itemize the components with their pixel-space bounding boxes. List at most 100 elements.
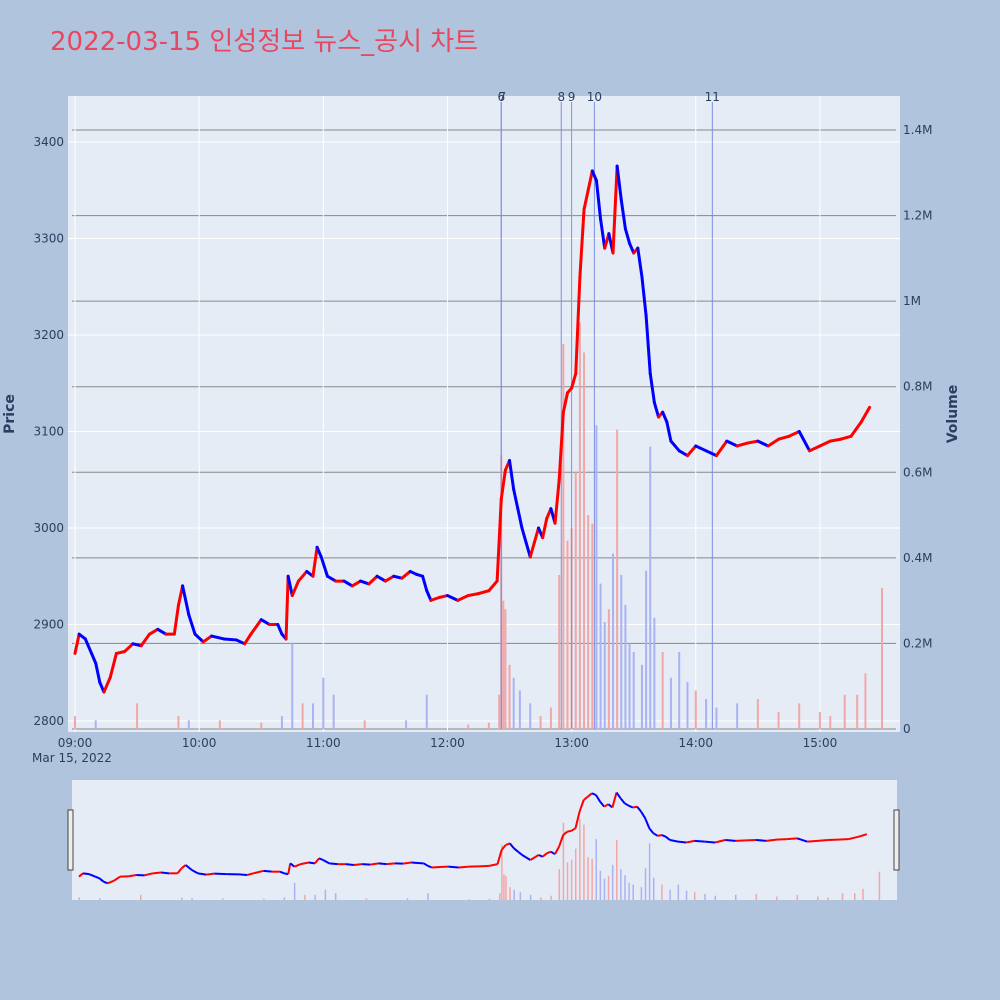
time-tick-label: 10:00 (182, 736, 217, 750)
slider-price-segment (78, 872, 84, 878)
volume-bar (74, 716, 76, 729)
slider-volume-bar (640, 887, 643, 900)
price-segment (102, 676, 112, 694)
slider-price-segment (427, 864, 433, 869)
slider-price-segment (378, 862, 387, 866)
time-tick-label: 14:00 (678, 736, 713, 750)
volume-bar (595, 425, 598, 729)
volume-bar (583, 352, 586, 729)
volume-bar (363, 720, 366, 729)
price-segment (210, 634, 226, 641)
slider-price-segment (489, 863, 498, 867)
slider-price-segment (661, 834, 667, 838)
time-tick-label: 09:00 (58, 736, 93, 750)
price-segment (512, 487, 520, 511)
range-slider-left-handle[interactable] (67, 809, 74, 871)
slider-price-segment (386, 862, 396, 866)
slider-volume-bar (78, 897, 80, 900)
slider-price-segment (644, 817, 651, 829)
slider-price-segment (197, 872, 207, 876)
price-segment (839, 434, 853, 441)
slider-price-segment (615, 791, 622, 799)
price-segment (849, 420, 863, 438)
slider-volume-bar (468, 899, 470, 900)
volume-tick-label: 0 (903, 722, 911, 736)
slider-volume-bar (591, 858, 593, 900)
slider-volume-bar (632, 884, 634, 900)
slider-price-segment (714, 839, 726, 844)
slider-volume-bar (579, 818, 581, 900)
slider-price-segment (191, 869, 199, 875)
slider-price-segment (776, 838, 787, 841)
slider-price-segment (525, 856, 531, 861)
range-slider-volume (78, 818, 881, 900)
price-segment (94, 661, 102, 684)
slider-volume-bar (620, 869, 622, 900)
slider-volume-bar (314, 894, 316, 900)
price-segment (456, 594, 470, 602)
price-segment (594, 179, 603, 221)
slider-volume-bar (98, 898, 101, 900)
price-segment (367, 574, 379, 586)
time-tick-label: 12:00 (430, 736, 465, 750)
volume-bar (829, 716, 832, 729)
price-segment (818, 439, 832, 448)
range-slider-price (78, 791, 868, 885)
slider-volume-bar (677, 884, 680, 900)
price-segment (725, 439, 739, 448)
slider-price-segment (509, 842, 515, 849)
slider-price-segment (546, 850, 552, 855)
price-segment (259, 618, 272, 626)
volume-bar (260, 722, 263, 729)
volume-bar (487, 722, 490, 729)
price-segment (83, 637, 94, 655)
volume-bar (624, 604, 627, 729)
slider-volume-bar (519, 892, 522, 900)
slider-price-segment (144, 872, 154, 877)
volume-bar (529, 703, 532, 729)
slider-volume-bar (574, 848, 577, 900)
price-segment (644, 314, 652, 376)
price-segment (797, 430, 812, 453)
slider-price-segment (796, 837, 808, 843)
volume-bar (467, 724, 470, 729)
price-segment (400, 569, 412, 580)
slider-price-segment (533, 854, 540, 859)
slider-price-segment (657, 834, 662, 837)
slider-volume-bar (540, 897, 542, 900)
slider-price-segment (611, 792, 618, 808)
slider-price-segment (704, 840, 716, 844)
price-segment (495, 497, 503, 583)
price-tick-label: 3000 (33, 521, 64, 535)
slider-price-segment (107, 879, 115, 885)
slider-price-segment (246, 872, 254, 876)
price-segment (375, 574, 387, 583)
slider-volume-bar (661, 884, 663, 900)
volume-bar (218, 720, 221, 729)
grid-lines (68, 96, 900, 732)
price-segment (276, 623, 284, 636)
slider-volume-bar (817, 896, 819, 900)
volume-bar (518, 690, 521, 729)
price-segment (553, 478, 561, 525)
slider-price-segment (478, 864, 490, 868)
range-slider-right-handle[interactable] (893, 809, 900, 871)
price-segment (735, 441, 749, 448)
main-plot-area[interactable] (68, 96, 900, 732)
volume-bar (291, 643, 294, 729)
slider-volume-bar (427, 893, 429, 900)
slider-price-segment (423, 862, 429, 867)
slider-price-segment (599, 801, 605, 808)
price-segment (73, 632, 81, 655)
slider-price-segment (694, 839, 705, 843)
slider-price-segment (160, 871, 170, 875)
event-marker-label: 6 (497, 90, 505, 104)
slider-volume-bar (841, 893, 844, 900)
slider-volume-bar (562, 822, 565, 900)
price-segment (445, 594, 460, 602)
volume-bar (669, 677, 672, 729)
volume-tick-label: 1M (903, 294, 921, 308)
slider-price-segment (370, 862, 379, 866)
price-segment (578, 208, 586, 279)
